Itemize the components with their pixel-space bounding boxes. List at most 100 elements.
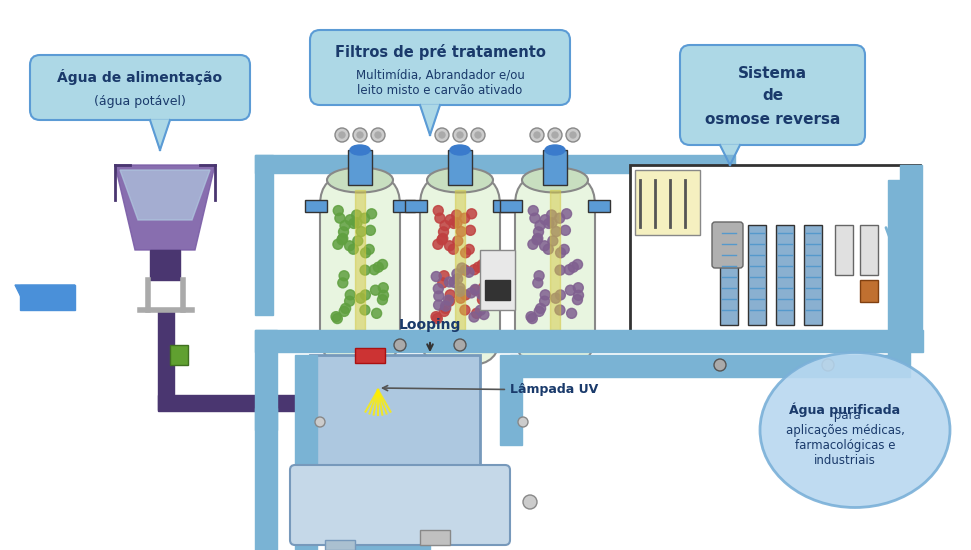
FancyBboxPatch shape <box>420 175 500 365</box>
Circle shape <box>349 244 358 254</box>
FancyBboxPatch shape <box>310 30 570 105</box>
Circle shape <box>526 312 536 322</box>
Circle shape <box>367 209 377 219</box>
Bar <box>350 535 430 550</box>
Circle shape <box>445 277 454 287</box>
Circle shape <box>544 218 553 228</box>
Text: de: de <box>762 87 783 102</box>
Circle shape <box>714 359 726 371</box>
Bar <box>150 250 180 280</box>
Circle shape <box>340 221 350 230</box>
Bar <box>295 355 317 550</box>
Circle shape <box>822 359 834 371</box>
Bar <box>355 190 365 330</box>
Text: (água potável): (água potável) <box>94 96 185 108</box>
Circle shape <box>452 236 463 246</box>
Bar <box>325 540 355 550</box>
Circle shape <box>379 290 388 300</box>
Polygon shape <box>15 285 75 305</box>
Circle shape <box>466 288 476 298</box>
Bar <box>305 200 327 212</box>
Circle shape <box>435 128 449 142</box>
FancyBboxPatch shape <box>515 175 595 365</box>
Polygon shape <box>720 145 740 165</box>
Circle shape <box>547 218 557 228</box>
Circle shape <box>457 263 467 273</box>
Circle shape <box>446 290 455 300</box>
Circle shape <box>441 301 451 311</box>
Circle shape <box>559 244 569 255</box>
Circle shape <box>527 314 537 323</box>
Circle shape <box>540 296 550 306</box>
Circle shape <box>455 287 465 296</box>
Circle shape <box>452 274 462 284</box>
Circle shape <box>345 241 354 251</box>
Circle shape <box>452 210 461 220</box>
Circle shape <box>533 233 543 244</box>
Bar <box>420 530 450 545</box>
Circle shape <box>540 214 551 225</box>
Bar <box>888 180 910 355</box>
Bar <box>900 165 922 350</box>
Circle shape <box>378 260 387 270</box>
Circle shape <box>518 417 528 427</box>
Circle shape <box>573 260 583 270</box>
Circle shape <box>353 128 367 142</box>
Circle shape <box>469 312 479 322</box>
Circle shape <box>440 221 450 230</box>
Circle shape <box>551 293 560 303</box>
Circle shape <box>435 213 445 223</box>
FancyBboxPatch shape <box>30 55 250 120</box>
Circle shape <box>449 218 458 228</box>
Bar <box>480 250 515 310</box>
Ellipse shape <box>450 145 470 155</box>
Circle shape <box>475 132 481 138</box>
FancyBboxPatch shape <box>320 175 400 365</box>
Circle shape <box>371 128 385 142</box>
Circle shape <box>439 306 450 316</box>
Bar <box>543 150 567 185</box>
Circle shape <box>456 227 466 236</box>
Bar <box>405 200 427 212</box>
Circle shape <box>530 128 544 142</box>
Circle shape <box>346 214 355 225</box>
Bar <box>20 285 75 310</box>
Text: Sistema: Sistema <box>738 65 807 80</box>
Bar <box>255 330 923 352</box>
Circle shape <box>433 206 443 216</box>
Circle shape <box>472 309 482 318</box>
Circle shape <box>438 278 448 288</box>
Circle shape <box>365 226 376 235</box>
Bar <box>393 200 415 212</box>
Circle shape <box>547 210 556 220</box>
Circle shape <box>570 132 576 138</box>
Bar <box>255 155 735 173</box>
Circle shape <box>379 283 388 293</box>
Circle shape <box>477 289 486 299</box>
Circle shape <box>331 312 341 322</box>
Circle shape <box>469 265 480 274</box>
Bar <box>485 280 510 300</box>
Circle shape <box>360 305 370 315</box>
Circle shape <box>573 295 583 305</box>
Circle shape <box>439 227 449 237</box>
Bar <box>310 355 480 535</box>
Circle shape <box>476 305 486 315</box>
Bar <box>355 348 385 363</box>
Circle shape <box>561 209 572 219</box>
Ellipse shape <box>327 168 393 192</box>
Circle shape <box>479 283 488 293</box>
Circle shape <box>449 244 458 254</box>
Circle shape <box>478 260 487 270</box>
Circle shape <box>540 290 551 300</box>
Ellipse shape <box>427 168 493 192</box>
Bar <box>588 200 610 212</box>
Circle shape <box>470 284 481 294</box>
Circle shape <box>434 291 444 301</box>
Circle shape <box>554 213 564 223</box>
Circle shape <box>445 241 454 251</box>
Circle shape <box>564 265 574 274</box>
Circle shape <box>473 262 484 272</box>
Ellipse shape <box>350 145 370 155</box>
Circle shape <box>566 128 580 142</box>
